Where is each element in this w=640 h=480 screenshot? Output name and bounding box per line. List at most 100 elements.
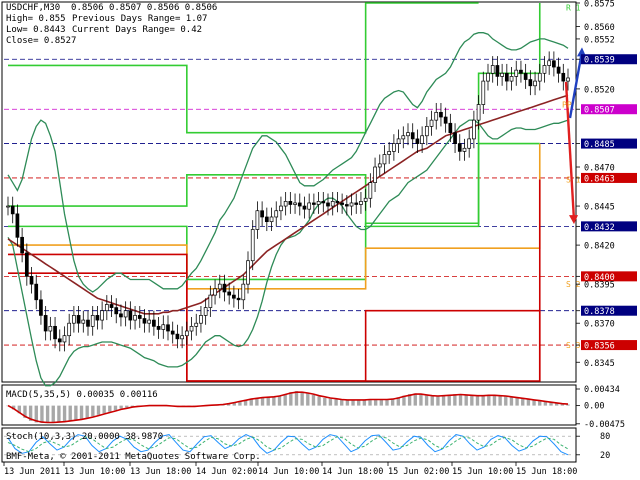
candle-body <box>222 283 227 293</box>
candle-body <box>561 72 566 82</box>
macd-bar <box>555 403 559 406</box>
macd-tick-label: 0.00434 <box>584 385 620 395</box>
candle-body <box>368 182 373 199</box>
price-tick-label: 0.8539 <box>584 56 615 66</box>
arrow-down <box>564 81 576 221</box>
pivot-label: S 3 <box>566 341 581 350</box>
time-tick-label: 13 Jun 10:00 <box>64 467 125 477</box>
time-tick-label: 13 Jun 18:00 <box>130 467 191 477</box>
macd-bar <box>306 393 310 406</box>
macd-bar <box>328 398 333 406</box>
price-panel-frame <box>1 1 577 383</box>
bollinger-upper-line <box>7 32 569 293</box>
candle-body <box>274 210 279 218</box>
candle-body <box>269 216 274 223</box>
pivot-label: S 2 <box>566 280 581 289</box>
candle-body <box>504 72 509 82</box>
candle-body <box>443 116 448 124</box>
stoch-tick-label: 20 <box>600 451 610 461</box>
candle-body <box>500 72 504 77</box>
candle-body <box>302 205 307 210</box>
candle-body <box>48 325 53 332</box>
macd-bar <box>492 394 497 406</box>
candle-body <box>439 111 443 118</box>
candle-body <box>556 66 561 74</box>
candle-body <box>208 294 213 308</box>
candle-body <box>542 65 547 74</box>
candle-body <box>448 122 453 133</box>
macd-bar <box>447 394 451 406</box>
arrow-down-head <box>569 215 578 225</box>
candle-body <box>194 322 199 327</box>
macd-bar <box>396 397 400 406</box>
candle-body <box>128 310 133 321</box>
macd-bar <box>277 395 282 406</box>
price-tick-label: 0.8345 <box>584 359 615 369</box>
candle-body <box>472 119 476 140</box>
candle-body <box>104 304 109 312</box>
candle-body <box>81 319 86 324</box>
stoch-panel-frame <box>1 427 577 463</box>
candle-body <box>255 210 260 230</box>
candle-body <box>264 216 269 223</box>
stoch-signal-line <box>7 436 569 453</box>
candle-body <box>241 283 246 301</box>
macd-bar <box>28 405 33 421</box>
candle-body <box>392 143 396 152</box>
candle-body <box>415 138 420 144</box>
candle-body <box>15 213 20 238</box>
candle-body <box>481 80 486 105</box>
footer-copyright: BMF-Meta, © 2001-2011 MetaQuotes Softwar… <box>6 452 261 462</box>
current-days-range: Current Days Range= 0.42 <box>72 25 203 35</box>
price-tick-label: 0.8560 <box>584 23 615 33</box>
macd-bar <box>373 399 378 406</box>
candle-body <box>199 315 203 324</box>
macd-bar <box>74 405 78 421</box>
macd-bar <box>436 396 440 406</box>
candle-body <box>406 132 410 137</box>
candle-body <box>29 275 34 285</box>
macd-bar <box>538 401 542 406</box>
candle-body <box>321 201 326 204</box>
candle-body <box>312 202 316 205</box>
macd-bar <box>521 398 525 406</box>
candle-body <box>189 325 194 332</box>
candle-body <box>57 338 62 343</box>
price-tick-label: 0.8485 <box>584 140 615 150</box>
candle-body <box>175 333 180 340</box>
macd-bar <box>453 394 457 406</box>
candle-body <box>161 324 166 330</box>
macd-bar <box>549 402 553 406</box>
candle-body <box>354 202 359 205</box>
macd-bar <box>45 405 50 423</box>
macd-bar <box>323 397 327 406</box>
macd-bar <box>419 394 423 406</box>
macd-layer: 0.00434 0.00 -0.00475 <box>6 385 625 430</box>
macd-bar <box>509 397 514 406</box>
macd-bar <box>526 399 531 406</box>
candle-body <box>213 288 217 296</box>
high-line: High= 0.855 <box>6 14 66 24</box>
candle-body <box>396 138 401 144</box>
macd-bar <box>334 399 338 406</box>
macd-bar <box>272 396 276 406</box>
macd-bar <box>532 400 536 406</box>
price-tick-label: 0.8420 <box>584 242 615 252</box>
candle-body <box>307 202 312 210</box>
candle-body <box>514 69 519 77</box>
candle-body <box>43 315 48 332</box>
macd-bar <box>413 393 417 406</box>
candle-body <box>217 283 222 290</box>
candle-body <box>533 80 537 87</box>
candle-body <box>137 315 142 319</box>
price-level-badge <box>581 104 637 115</box>
candle-body <box>90 315 95 327</box>
macd-bar <box>113 405 118 411</box>
candle-body <box>67 322 72 337</box>
price-tick-label: 0.8507 <box>584 106 615 116</box>
macd-bar <box>458 394 463 406</box>
macd-bar <box>283 394 287 406</box>
candle-body <box>95 315 100 321</box>
candle-body <box>6 205 10 208</box>
